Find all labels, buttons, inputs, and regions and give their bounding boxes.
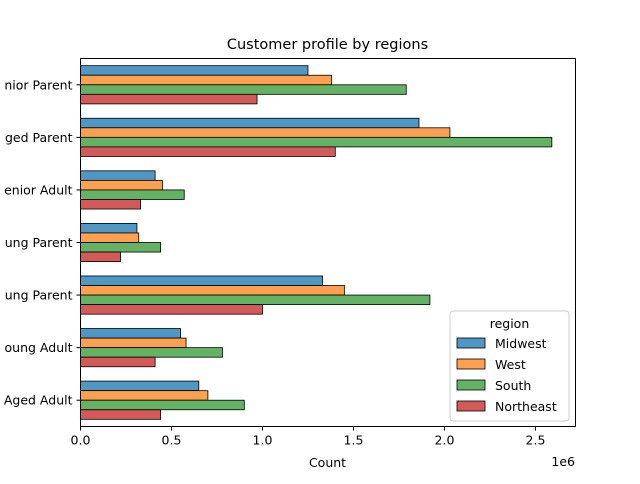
- chart-title: Customer profile by regions: [227, 37, 428, 53]
- bar-south-0: [80, 84, 407, 95]
- x-tick-label-5: 2.5: [526, 433, 546, 448]
- bar-west-4: [80, 285, 345, 296]
- bar-west-2: [80, 179, 163, 191]
- x-axis-label: Count: [309, 455, 346, 470]
- legend-label-northeast: Northeast: [495, 399, 557, 414]
- x-tick-label-0: 0.0: [71, 433, 91, 448]
- x-tick-label-2: 1.0: [253, 433, 273, 448]
- bar-west-0: [80, 74, 333, 86]
- legend-swatch-west: [456, 358, 486, 370]
- bar-northeast-0: [80, 93, 258, 105]
- legend-swatch-south: [456, 379, 486, 391]
- y-axis: nior Parent ged Parent enior Adult ung Pare…: [4, 77, 81, 408]
- x-tick-label-3: 1.5: [344, 433, 364, 448]
- bar-northeast-1: [80, 146, 336, 157]
- bars-group: [80, 65, 553, 420]
- y-tick-label-4: ung Parent: [5, 288, 73, 303]
- bar-south-4: [80, 294, 431, 306]
- bar-midwest-1: [80, 117, 420, 129]
- bar-south-6: [80, 399, 245, 411]
- legend-label-midwest: Midwest: [495, 336, 547, 351]
- bar-midwest-0: [80, 65, 309, 76]
- bar-northeast-3: [80, 251, 121, 263]
- bar-south-5: [80, 347, 223, 358]
- bar-northeast-4: [80, 304, 263, 315]
- bar-northeast-6: [80, 409, 161, 420]
- bar-west-6: [80, 390, 209, 401]
- x-scale-label: 1e6: [551, 454, 575, 469]
- legend-swatch-northeast: [456, 400, 486, 412]
- legend: region Midwest West South Northeast: [449, 310, 570, 422]
- bar-midwest-3: [80, 222, 138, 234]
- legend-swatch-midwest: [456, 337, 486, 349]
- plot-frame: [80, 58, 576, 427]
- bar-west-5: [80, 337, 187, 349]
- y-tick-label-3: ung Parent: [5, 235, 73, 250]
- y-tick-label-0: nior Parent: [4, 77, 72, 92]
- bar-south-1: [80, 136, 553, 148]
- y-tick-label-6: Aged Adult: [4, 393, 73, 408]
- bar-midwest-5: [80, 328, 181, 339]
- x-tick-label-4: 2.0: [435, 433, 455, 448]
- y-tick-label-5: oung Adult: [5, 340, 73, 355]
- bar-northeast-5: [80, 356, 156, 368]
- legend-title: region: [490, 316, 530, 331]
- x-tick-label-1: 0.5: [162, 433, 182, 448]
- bar-west-3: [80, 232, 140, 243]
- bar-midwest-6: [80, 380, 200, 392]
- bar-south-3: [80, 242, 161, 253]
- bar-south-2: [80, 189, 185, 200]
- legend-label-south: South: [495, 378, 531, 393]
- x-axis: 0.0 0.5 1.0 1.5 2.0 2.5: [71, 426, 546, 448]
- bar-west-1: [80, 127, 451, 138]
- bar-northeast-2: [80, 199, 141, 210]
- legend-label-west: West: [495, 357, 526, 372]
- bar-midwest-2: [80, 170, 156, 181]
- y-tick-label-1: ged Parent: [5, 130, 73, 145]
- y-tick-label-2: enior Adult: [4, 182, 73, 197]
- bar-midwest-4: [80, 275, 323, 286]
